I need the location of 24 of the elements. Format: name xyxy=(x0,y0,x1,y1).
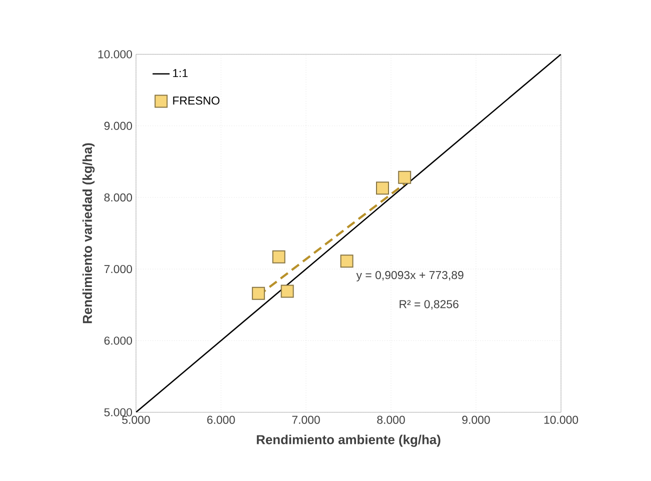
y-tick-label: 9.000 xyxy=(104,122,132,130)
x-tick-label: 6.000 xyxy=(207,416,235,424)
y-axis-title: Rendimiento variedad (kg/ha) xyxy=(82,143,95,324)
annotation: y = 0,9093x + 773,89 xyxy=(356,271,464,282)
point xyxy=(376,182,390,195)
x-tick-label: 10.000 xyxy=(544,416,578,424)
x-axis-title: Rendimiento ambiente (kg/ha) xyxy=(256,434,440,447)
y-tick-label: 8.000 xyxy=(104,193,132,202)
y-tick-label: 5.000 xyxy=(104,408,132,416)
point xyxy=(272,250,286,264)
point xyxy=(398,170,412,184)
y-tick-label: 10.000 xyxy=(98,50,132,58)
legend-label: FRESNO xyxy=(173,96,220,105)
point xyxy=(280,284,294,298)
point xyxy=(340,254,354,268)
legend-label: 1:1 xyxy=(173,69,188,78)
x-tick-label: 5.000 xyxy=(122,416,150,424)
y-tick-label: 6.000 xyxy=(104,336,132,345)
y-tick-label: 7.000 xyxy=(104,264,132,274)
annotation: R² = 0,8256 xyxy=(400,300,458,310)
x-tick-label: 8.000 xyxy=(377,416,405,424)
x-tick-label: 7.000 xyxy=(292,416,320,424)
x-tick-label: 9.000 xyxy=(462,416,490,424)
point xyxy=(252,286,265,300)
